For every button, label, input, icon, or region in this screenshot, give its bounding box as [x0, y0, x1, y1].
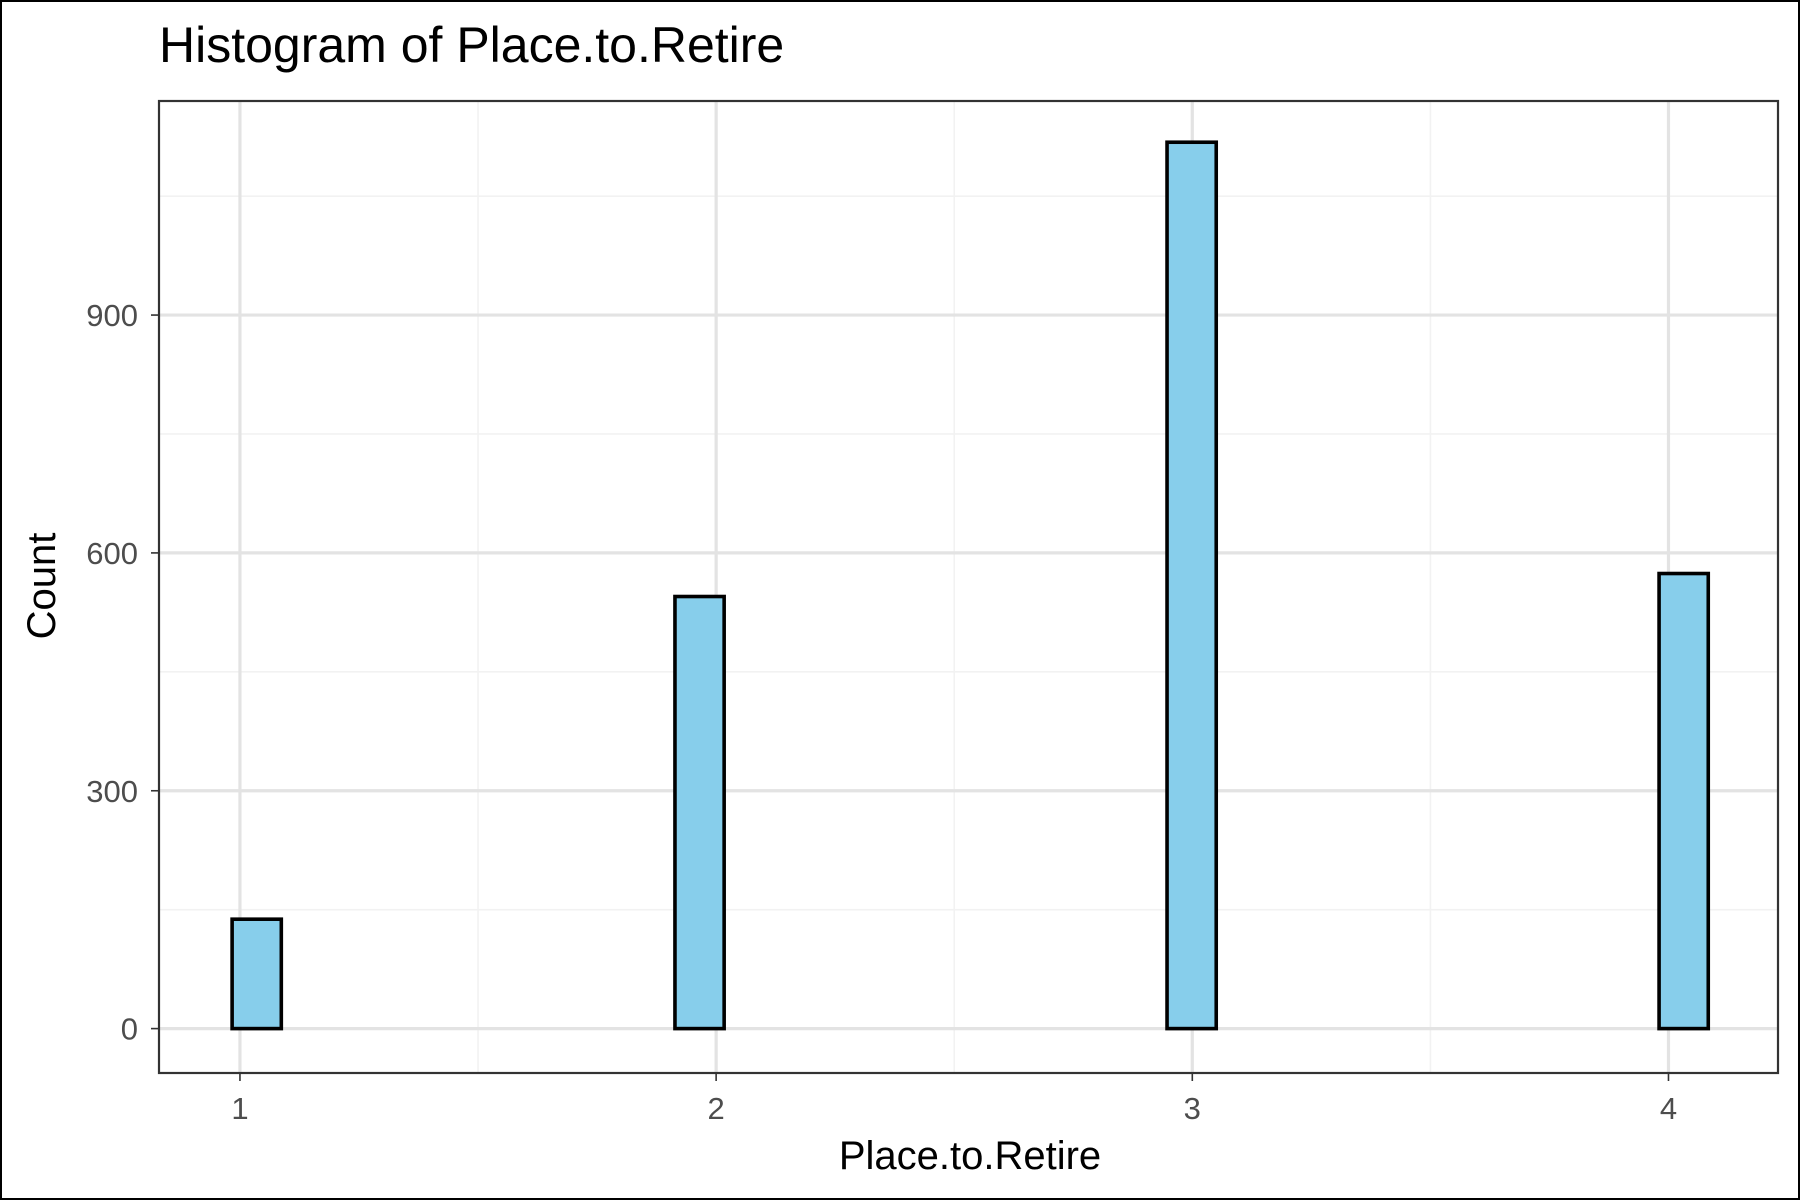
- plot-panel-border: [157, 99, 1780, 1075]
- histogram-bar-30: [1657, 571, 1711, 1031]
- histogram-bar-1: [230, 917, 284, 1031]
- y-axis-title: Count: [20, 533, 64, 640]
- x-tick-label-4: 4: [1660, 1091, 1677, 1126]
- y-tick-label-600: 600: [86, 536, 138, 571]
- chart-title: Histogram of Place.to.Retire: [159, 17, 784, 73]
- y-tick-label-0: 0: [121, 1012, 138, 1047]
- x-tick-label-1: 1: [231, 1091, 248, 1126]
- tick-layer: 1 2 3 4 0 300 600 900: [86, 298, 1677, 1126]
- x-tick-label-3: 3: [1184, 1091, 1201, 1126]
- y-tick-label-300: 300: [86, 774, 138, 809]
- x-tick-label-2: 2: [708, 1091, 725, 1126]
- histogram-bar-10: [673, 594, 726, 1031]
- y-tick-label-900: 900: [86, 298, 138, 333]
- x-axis-title: Place.to.Retire: [839, 1134, 1101, 1178]
- grid-layer: [159, 101, 1778, 1073]
- bar-layer: [230, 140, 1711, 1031]
- histogram-bar-20: [1165, 140, 1219, 1031]
